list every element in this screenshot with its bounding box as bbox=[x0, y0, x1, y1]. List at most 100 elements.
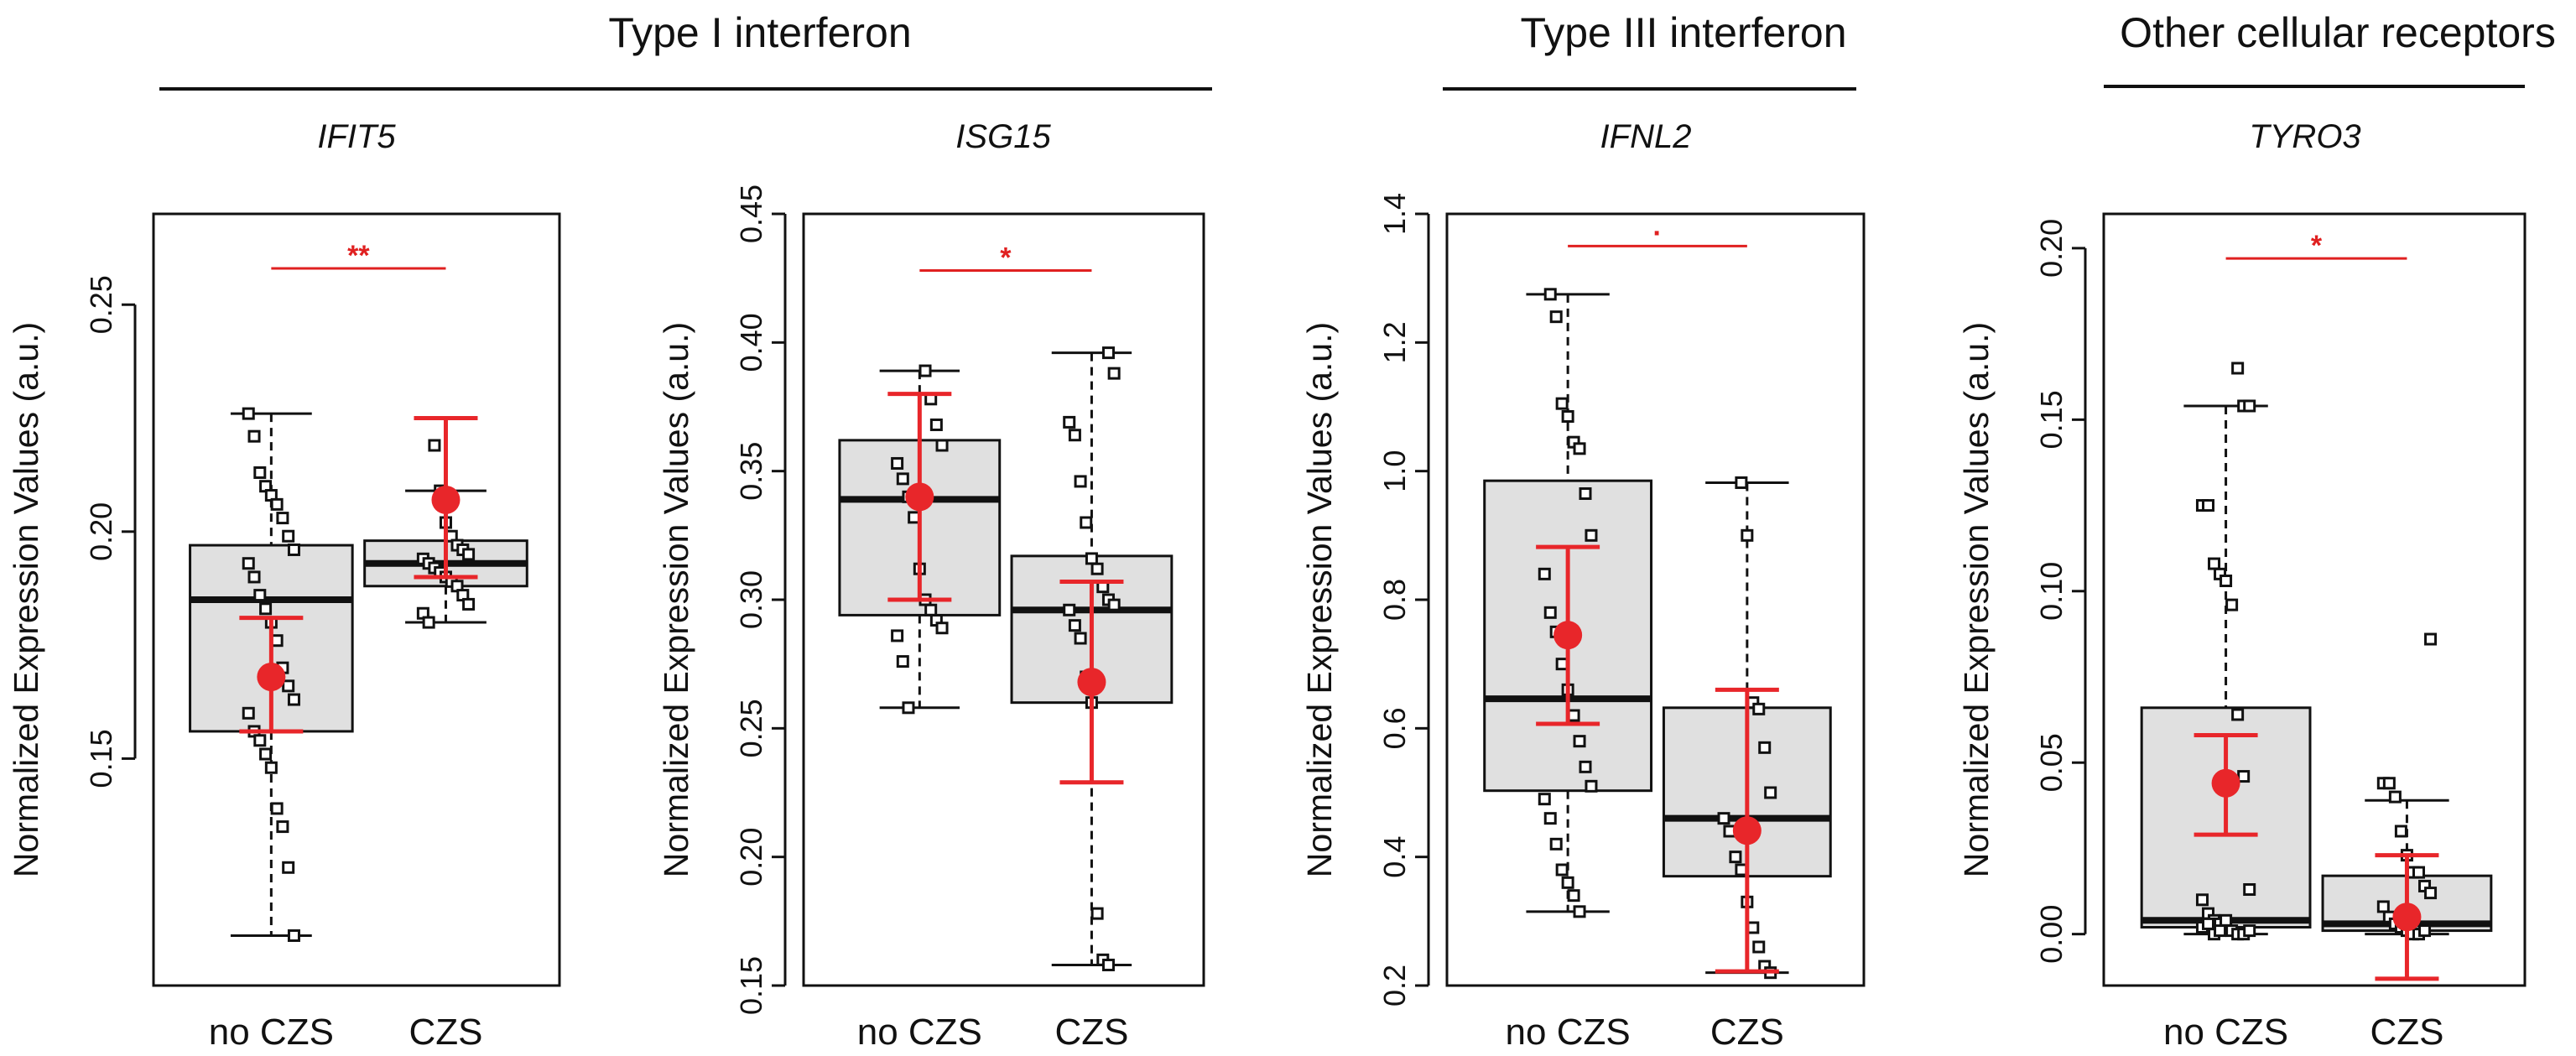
data-point bbox=[1555, 658, 1569, 671]
data-point bbox=[2195, 893, 2209, 907]
data-point bbox=[276, 820, 289, 834]
y-tick-label: 0.40 bbox=[734, 313, 768, 372]
data-point bbox=[1063, 603, 1076, 616]
data-point bbox=[2376, 900, 2390, 913]
data-point bbox=[1735, 476, 1748, 489]
data-point bbox=[2214, 924, 2227, 938]
data-point bbox=[1543, 606, 1557, 619]
mean-marker bbox=[2211, 768, 2240, 798]
y-tick-label: 0.35 bbox=[734, 442, 768, 501]
data-point bbox=[2201, 499, 2214, 512]
gene-title: TYRO3 bbox=[2249, 118, 2360, 155]
data-point bbox=[891, 456, 904, 470]
data-point bbox=[1717, 812, 1730, 825]
data-point bbox=[902, 701, 915, 715]
data-point bbox=[1107, 598, 1121, 611]
mean-marker bbox=[2392, 903, 2422, 932]
data-point bbox=[247, 429, 261, 443]
data-point bbox=[287, 929, 300, 942]
data-point bbox=[1074, 475, 1087, 488]
group-title-other: Other cellular receptors bbox=[2120, 9, 2556, 56]
mean-marker bbox=[431, 485, 461, 514]
panel-ifnl2: IFNL2 0.2 0.4 0.6 0.8 1.0 1.2 1.4 Normalized Ex… bbox=[1300, 118, 1866, 1053]
data-point bbox=[1549, 310, 1563, 324]
data-point bbox=[1567, 709, 1580, 722]
data-point bbox=[929, 418, 943, 431]
data-point bbox=[2225, 598, 2239, 611]
box-group-czs bbox=[363, 416, 528, 629]
data-point bbox=[2237, 770, 2251, 783]
data-point bbox=[2412, 866, 2425, 879]
mean-marker bbox=[905, 482, 934, 512]
data-point bbox=[270, 802, 284, 815]
box-group-no-czs bbox=[838, 364, 1002, 715]
box-group-czs bbox=[1662, 476, 1832, 980]
mean-marker bbox=[257, 663, 286, 691]
data-point bbox=[276, 512, 289, 525]
data-point bbox=[1579, 487, 1592, 500]
data-point bbox=[428, 439, 441, 452]
group-title-type-i: Type I interferon bbox=[608, 9, 911, 56]
data-point bbox=[1752, 702, 1766, 715]
y-tick-label: 0.15 bbox=[734, 956, 768, 1015]
data-point bbox=[1735, 863, 1748, 877]
data-point bbox=[1538, 793, 1551, 806]
data-point bbox=[2394, 825, 2407, 838]
y-tick-label: 1.0 bbox=[1377, 450, 1412, 492]
y-tick-label: 0.10 bbox=[2034, 562, 2069, 621]
data-point bbox=[1746, 921, 1760, 934]
data-point bbox=[891, 629, 904, 642]
y-tick-label: 0.00 bbox=[2034, 905, 2069, 964]
y-tick-label: 0.25 bbox=[84, 275, 118, 334]
data-point bbox=[2388, 790, 2402, 804]
y-tick-label: 0.25 bbox=[734, 699, 768, 757]
data-point bbox=[253, 589, 267, 602]
data-point bbox=[242, 557, 255, 570]
data-point bbox=[1729, 851, 1742, 864]
data-point bbox=[2231, 362, 2245, 375]
y-tick-label: 0.8 bbox=[1377, 579, 1412, 621]
data-point bbox=[1585, 528, 1598, 542]
y-tick-label: 0.20 bbox=[2034, 219, 2069, 278]
group-header-type-i: Type I interferon bbox=[159, 9, 1212, 91]
group-header-type-iii: Type III interferon bbox=[1443, 9, 1856, 91]
data-point bbox=[2424, 632, 2438, 646]
data-point bbox=[253, 466, 267, 479]
x-category-label: no CZS bbox=[857, 1012, 982, 1053]
data-point bbox=[282, 679, 295, 693]
mean-marker bbox=[1077, 668, 1106, 697]
data-point bbox=[1074, 632, 1087, 645]
gene-title: IFNL2 bbox=[1600, 118, 1692, 155]
data-point bbox=[1107, 367, 1121, 380]
data-point bbox=[2243, 924, 2256, 938]
significance-label: ** bbox=[347, 240, 370, 272]
data-point bbox=[270, 634, 284, 648]
data-point bbox=[2208, 557, 2221, 570]
box-group-no-czs bbox=[189, 407, 354, 942]
group-header-other: Other cellular receptors bbox=[2104, 9, 2556, 88]
y-tick-label: 0.20 bbox=[734, 828, 768, 887]
x-category-label: CZS bbox=[2370, 1012, 2443, 1053]
box-group-no-czs bbox=[2140, 362, 2312, 941]
y-axis-label: Normalized Expression Values (a.u.) bbox=[1300, 322, 1339, 877]
data-point bbox=[1101, 958, 1115, 971]
data-point bbox=[282, 861, 295, 874]
y-tick-label: 0.6 bbox=[1377, 707, 1412, 749]
panel-ifit5: IFIT5 0.15 0.20 0.25 Normalized Expression … bbox=[7, 118, 561, 1053]
y-tick-label: 0.4 bbox=[1377, 836, 1412, 878]
data-point bbox=[1085, 552, 1098, 565]
box-group-no-czs bbox=[1483, 288, 1653, 918]
data-point bbox=[247, 570, 261, 584]
data-point bbox=[2220, 913, 2233, 927]
y-tick-label: 0.15 bbox=[84, 729, 118, 788]
data-point bbox=[919, 364, 932, 377]
data-point bbox=[935, 622, 949, 635]
data-point bbox=[462, 548, 476, 561]
y-tick-label: 0.30 bbox=[734, 570, 768, 629]
data-point bbox=[1538, 567, 1551, 580]
data-point bbox=[270, 497, 284, 511]
mean-marker bbox=[1553, 621, 1583, 650]
significance-label: * bbox=[1000, 242, 1012, 273]
data-point bbox=[1555, 863, 1569, 877]
data-point bbox=[1068, 429, 1081, 442]
